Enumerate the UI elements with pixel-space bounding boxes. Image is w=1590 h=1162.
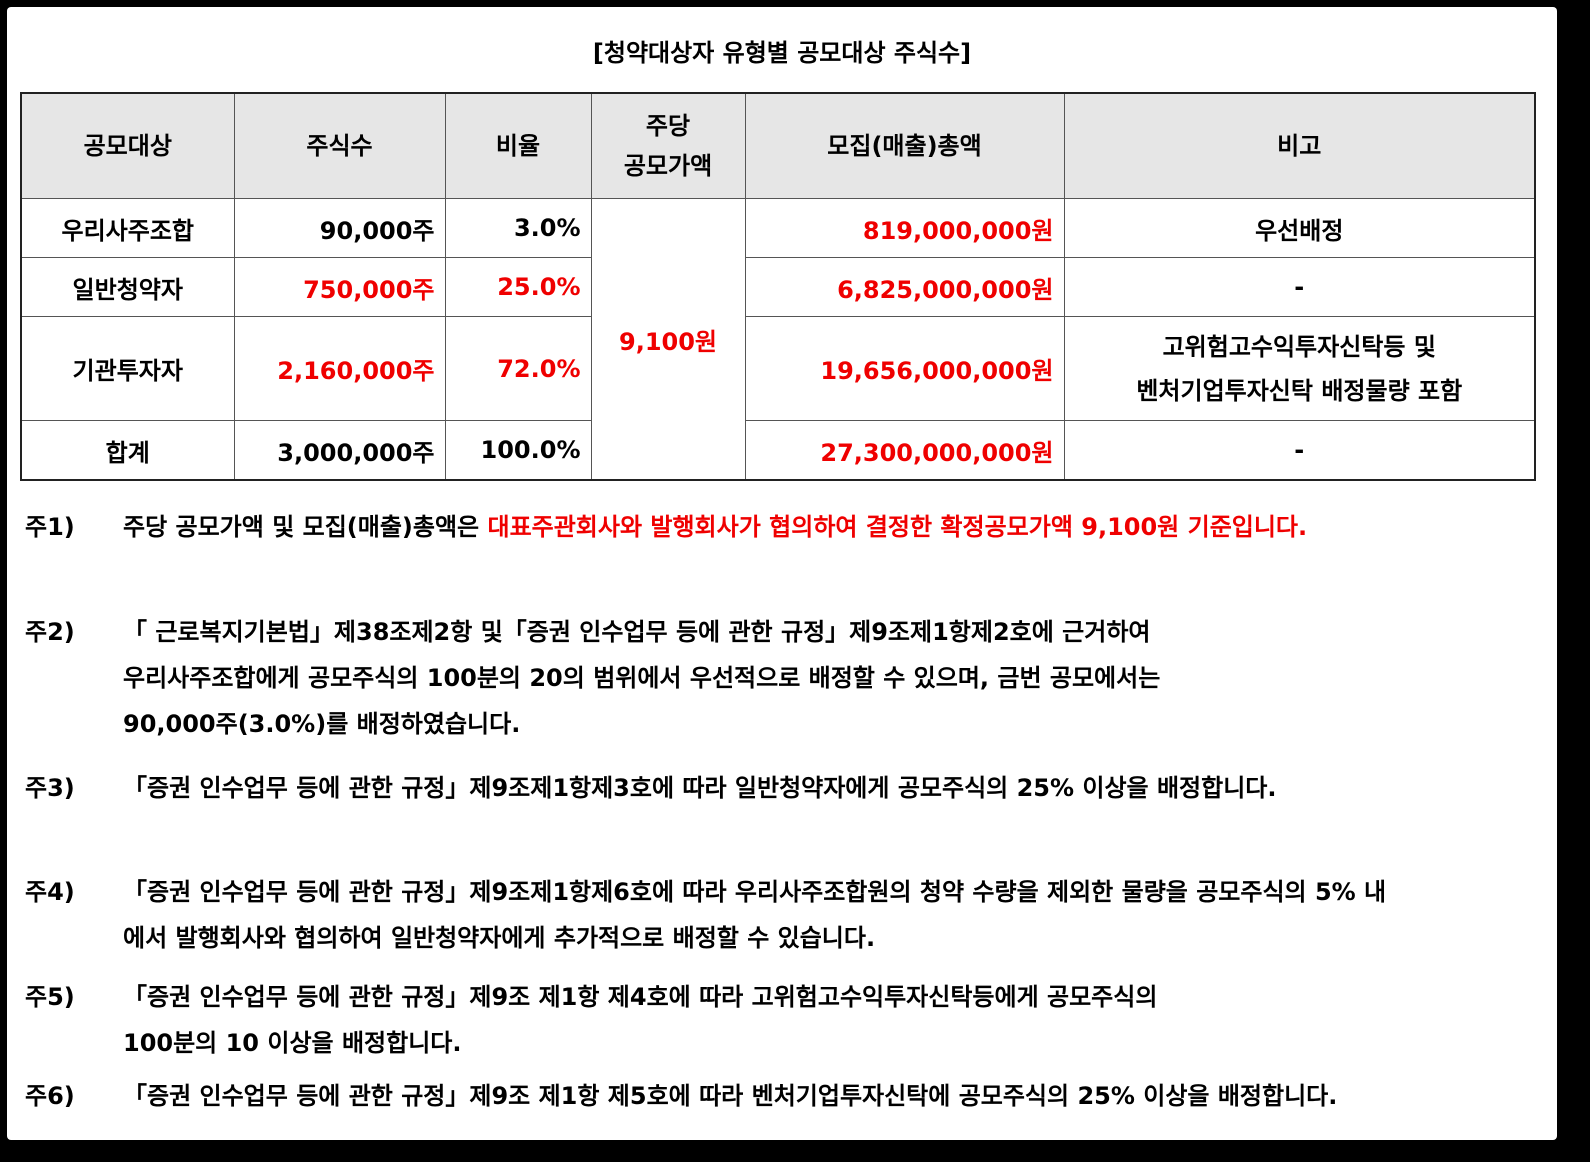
cell-ratio: 72.0% — [444, 316, 592, 421]
header-price-line1: 주당 — [645, 112, 691, 140]
remarks-line2: 벤처기업투자신탁 배정물량 포함 — [1136, 376, 1463, 405]
cell-remarks: - — [1063, 257, 1536, 317]
cell-target: 기관투자자 — [20, 316, 235, 421]
share-allocation-table: 공모대상 주식수 비율 주당 공모가액 모집(매출)총액 비고 우리사주조합 9… — [20, 92, 1536, 481]
table-title: [청약대상자 유형별 공모대상 주식수] — [592, 39, 972, 67]
note-line: 90,000주(3.0%)를 배정하였습니다. — [123, 710, 521, 738]
cell-total: 27,300,000,000원 — [744, 420, 1065, 481]
note-text: 「증권 인수업무 등에 관한 규정」제9조 제1항 제4호에 따라 고위험고수익… — [123, 974, 1533, 1066]
header-price-line2: 공모가액 — [623, 152, 713, 180]
note-line: 「증권 인수업무 등에 관한 규정」제9조 제1항 제5호에 따라 벤처기업투자… — [123, 1082, 1338, 1110]
remarks-line1: 고위험고수익투자신탁등 및 — [1162, 332, 1436, 361]
note-text: 주당 공모가액 및 모집(매출)총액은 대표주관회사와 발행회사가 협의하여 결… — [123, 504, 1533, 550]
header-price: 주당 공모가액 — [590, 92, 746, 199]
document-page: [청약대상자 유형별 공모대상 주식수] 공모대상 주식수 비율 주당 공모가액… — [7, 7, 1557, 1140]
note-text: 「증권 인수업무 등에 관한 규정」제9조제1항제6호에 따라 우리사주조합원의… — [123, 869, 1533, 961]
note-text: 「증권 인수업무 등에 관한 규정」제9조제1항제3호에 따라 일반청약자에게 … — [123, 765, 1533, 811]
table-row: 일반청약자 750,000주 25.0% 6,825,000,000원 - — [20, 257, 1536, 317]
cell-target: 합계 — [20, 420, 235, 481]
table-row: 우리사주조합 90,000주 3.0% 9,100원 819,000,000원 … — [20, 198, 1536, 481]
cell-target: 일반청약자 — [20, 257, 235, 317]
cell-remarks: - — [1063, 420, 1536, 481]
note-label: 주3) — [25, 774, 75, 802]
note-label: 주2) — [25, 618, 75, 646]
cell-target: 우리사주조합 — [20, 198, 235, 258]
header-target: 공모대상 — [20, 92, 235, 199]
cell-remarks: 고위험고수익투자신탁등 및 벤처기업투자신탁 배정물량 포함 — [1063, 316, 1536, 421]
cell-shares: 90,000주 — [233, 198, 446, 258]
note-label: 주5) — [25, 983, 75, 1011]
note-line: 「 근로복지기본법」제38조제2항 및「증권 인수업무 등에 관한 규정」제9조… — [123, 618, 1151, 646]
table-header-row: 공모대상 주식수 비율 주당 공모가액 모집(매출)총액 비고 — [20, 92, 1536, 199]
note-label: 주4) — [25, 878, 75, 906]
header-shares: 주식수 — [233, 92, 446, 199]
table-row: 기관투자자 2,160,000주 72.0% 19,656,000,000원 고… — [20, 316, 1536, 421]
cell-total: 6,825,000,000원 — [744, 257, 1065, 317]
note-line: 「증권 인수업무 등에 관한 규정」제9조제1항제6호에 따라 우리사주조합원의… — [123, 878, 1387, 906]
cell-total: 819,000,000원 — [744, 198, 1065, 258]
cell-shares: 750,000주 — [233, 257, 446, 317]
cell-ratio: 100.0% — [444, 420, 592, 481]
table-row-total: 합계 3,000,000주 100.0% 27,300,000,000원 - — [20, 420, 1536, 481]
cell-ratio: 25.0% — [444, 257, 592, 317]
header-total: 모집(매출)총액 — [744, 92, 1065, 199]
note-text: 「 근로복지기본법」제38조제2항 및「증권 인수업무 등에 관한 규정」제9조… — [123, 609, 1533, 747]
note-text-black: 주당 공모가액 및 모집(매출)총액은 — [123, 513, 488, 541]
note-line: 100분의 10 이상을 배정합니다. — [123, 1029, 462, 1057]
header-ratio: 비율 — [444, 92, 592, 199]
cell-remarks: 우선배정 — [1063, 198, 1536, 258]
cell-shares: 3,000,000주 — [233, 420, 446, 481]
header-remarks: 비고 — [1063, 92, 1536, 199]
note-text-red: 대표주관회사와 발행회사가 협의하여 결정한 확정공모가액 9,100원 기준입… — [487, 513, 1308, 541]
note-line: 우리사주조합에게 공모주식의 100분의 20의 범위에서 우선적으로 배정할 … — [123, 664, 1161, 692]
note-label: 주1) — [25, 513, 75, 541]
cell-total: 19,656,000,000원 — [744, 316, 1065, 421]
note-line: 에서 발행회사와 협의하여 일반청약자에게 추가적으로 배정할 수 있습니다. — [123, 924, 876, 952]
note-line: 「증권 인수업무 등에 관한 규정」제9조 제1항 제4호에 따라 고위험고수익… — [123, 983, 1158, 1011]
note-text: 「증권 인수업무 등에 관한 규정」제9조 제1항 제5호에 따라 벤처기업투자… — [123, 1073, 1533, 1119]
cell-ratio: 3.0% — [444, 198, 592, 258]
note-line: 「증권 인수업무 등에 관한 규정」제9조제1항제3호에 따라 일반청약자에게 … — [123, 774, 1277, 802]
cell-price: 9,100원 — [590, 198, 746, 481]
note-label: 주6) — [25, 1082, 75, 1110]
cell-shares: 2,160,000주 — [233, 316, 446, 421]
